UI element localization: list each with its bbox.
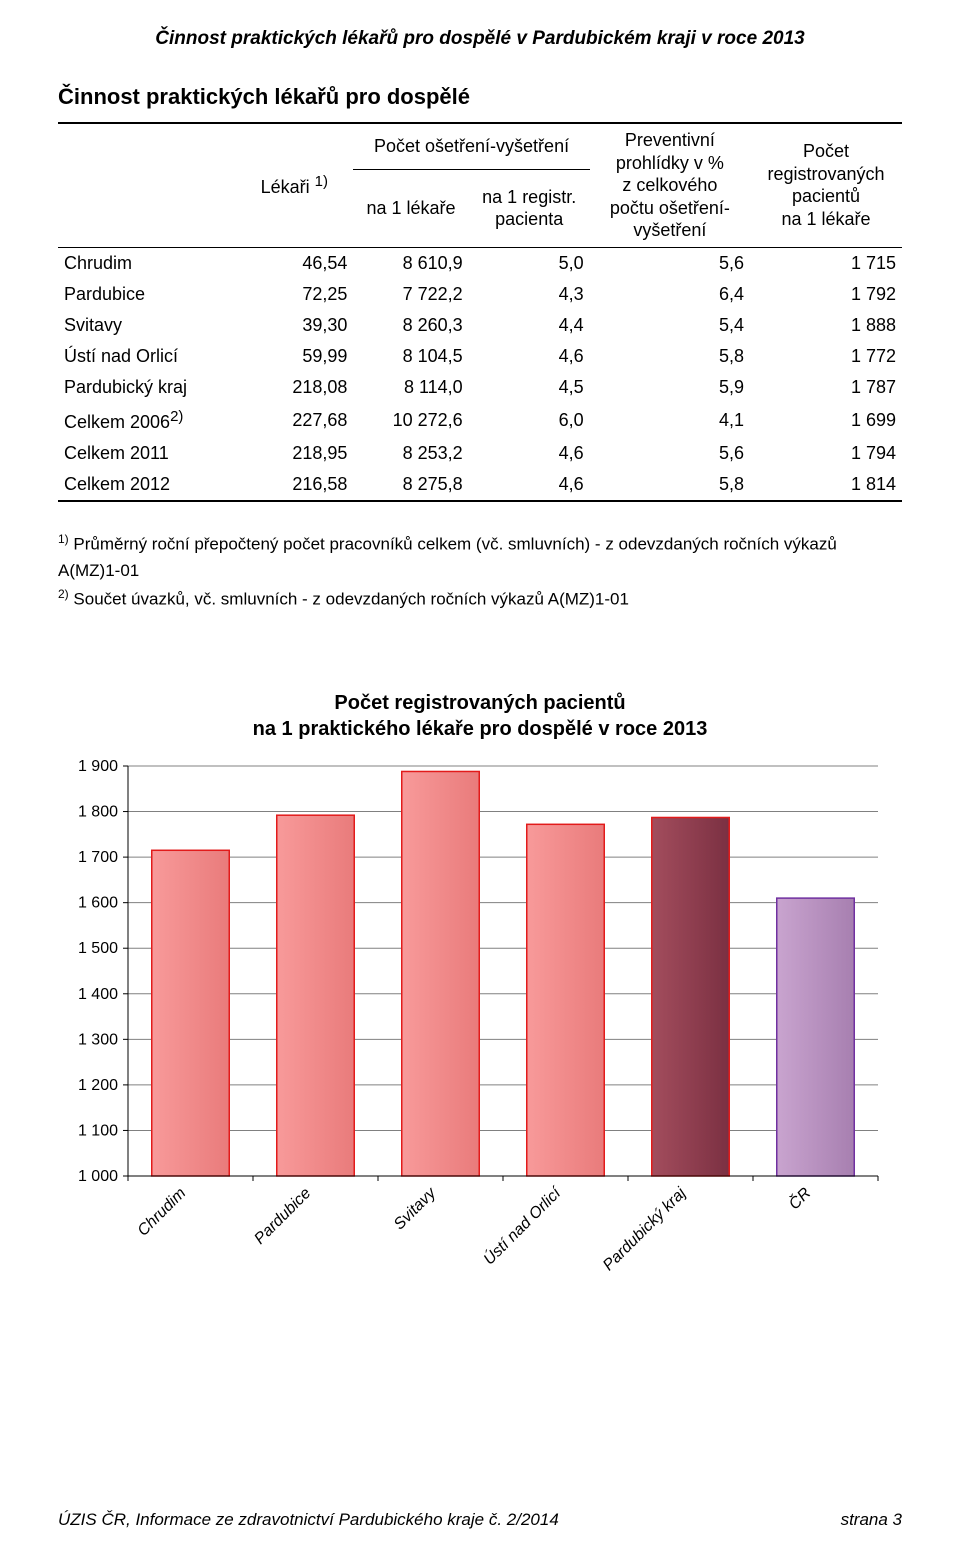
section-title: Činnost praktických lékařů pro dospělé (58, 84, 902, 110)
table-row: Celkem 2011218,958 253,24,65,61 794 (58, 438, 902, 469)
col-header-lekari-sup: 1) (315, 173, 328, 190)
col-subheader-na1lekare: na 1 lékaře (353, 170, 468, 247)
svg-text:1 900: 1 900 (78, 758, 118, 775)
bar-chart: 1 000 1 100 1 200 1 300 1 400 1 500 1 600 1 700… (58, 756, 902, 1296)
data-table: Lékaři 1) Počet ošetření-vyšetření Preve… (58, 122, 902, 502)
col-header-reg-l2: registrovaných (767, 164, 884, 184)
table-row: Ústí nad Orlicí59,998 104,54,65,81 772 (58, 341, 902, 372)
chart-title: Počet registrovaných pacientů na 1 prakt… (58, 690, 902, 742)
svg-text:ČR: ČR (785, 1183, 815, 1213)
footnotes: 1) Průměrný roční přepočtený počet praco… (58, 530, 902, 613)
svg-text:1 000: 1 000 (78, 1168, 118, 1185)
col-header-reg-l3: pacientů (792, 186, 860, 206)
svg-text:1 100: 1 100 (78, 1123, 118, 1140)
table-row: Pardubický kraj218,088 114,04,55,91 787 (58, 372, 902, 403)
svg-text:1 700: 1 700 (78, 849, 118, 866)
svg-text:1 400: 1 400 (78, 986, 118, 1003)
footer-left: ÚZIS ČR, Informace ze zdravotnictví Pard… (58, 1510, 559, 1530)
svg-text:Pardubice: Pardubice (251, 1185, 314, 1248)
document-title: Činnost praktických lékařů pro dospělé v… (58, 28, 902, 50)
svg-text:1 300: 1 300 (78, 1032, 118, 1049)
col-header-reg-l4: na 1 lékaře (781, 209, 870, 229)
col-header-reg-l1: Počet (803, 141, 849, 161)
table-row: Svitavy39,308 260,34,45,41 888 (58, 310, 902, 341)
col-subheader-na1reg-l2: pacienta (495, 209, 563, 229)
svg-text:Chrudim: Chrudim (135, 1185, 190, 1240)
table-row: Celkem 2012216,588 275,84,65,81 814 (58, 469, 902, 501)
col-header-prevent-l1: Preventivní (625, 130, 715, 150)
footer-right: strana 3 (841, 1510, 902, 1530)
svg-text:Ústí nad Orlicí: Ústí nad Orlicí (479, 1183, 565, 1269)
footnote-1: 1) Průměrný roční přepočtený počet praco… (58, 530, 902, 585)
svg-text:1 200: 1 200 (78, 1077, 118, 1094)
col-header-osetreni: Počet ošetření-vyšetření (353, 123, 589, 170)
col-header-prevent-l5: vyšetření (633, 220, 706, 240)
svg-text:1 500: 1 500 (78, 941, 118, 958)
table-row: Celkem 20062)227,6810 272,66,04,11 699 (58, 403, 902, 438)
table-row: Pardubice72,257 722,24,36,41 792 (58, 279, 902, 310)
svg-text:Pardubický kraj: Pardubický kraj (600, 1185, 690, 1275)
svg-text:1 800: 1 800 (78, 804, 118, 821)
col-header-prevent-l3: z celkového (622, 175, 717, 195)
svg-text:Svitavy: Svitavy (391, 1184, 440, 1233)
svg-text:1 600: 1 600 (78, 895, 118, 912)
col-header-prevent-l4: počtu ošetření- (610, 198, 730, 218)
col-subheader-na1reg-l1: na 1 registr. (482, 187, 576, 207)
table-row: Chrudim46,548 610,95,05,61 715 (58, 247, 902, 279)
col-header-prevent-l2: prohlídky v % (616, 153, 724, 173)
col-header-lekari: Lékaři (261, 177, 315, 197)
footnote-2: 2) Součet úvazků, vč. smluvních - z odev… (58, 585, 902, 613)
